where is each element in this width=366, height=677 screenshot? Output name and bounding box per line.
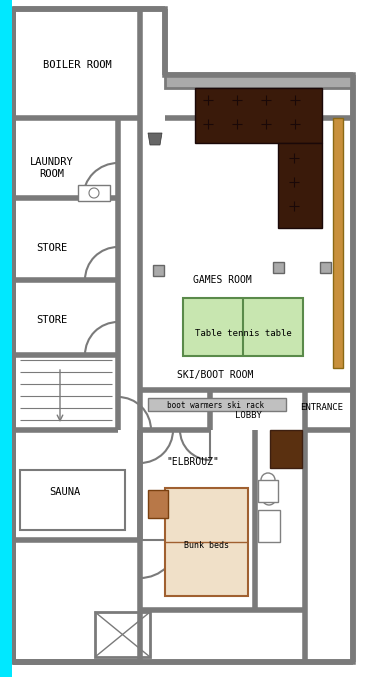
Bar: [270, 430, 302, 468]
Text: ENTRANCE: ENTRANCE: [300, 403, 344, 412]
Bar: [148, 490, 168, 518]
Text: STORE: STORE: [36, 315, 68, 325]
Bar: [20, 470, 125, 530]
Polygon shape: [13, 9, 353, 662]
Bar: [165, 488, 248, 596]
Bar: [258, 480, 278, 502]
Text: Bunk beds: Bunk beds: [183, 542, 228, 550]
Bar: [0, 0, 12, 677]
Text: SKI/BOOT ROOM: SKI/BOOT ROOM: [177, 370, 253, 380]
Bar: [95, 612, 150, 657]
Text: LOBBY: LOBBY: [235, 410, 261, 420]
Bar: [148, 398, 286, 411]
Text: LAUNDRY
ROOM: LAUNDRY ROOM: [30, 157, 74, 179]
Text: "ELBROUZ": "ELBROUZ": [167, 457, 220, 467]
Bar: [78, 185, 110, 201]
Text: SAUNA: SAUNA: [49, 487, 81, 497]
Bar: [320, 262, 331, 273]
Text: Table tennis table: Table tennis table: [195, 328, 291, 338]
Text: BOILER ROOM: BOILER ROOM: [42, 60, 111, 70]
Polygon shape: [148, 133, 162, 145]
Bar: [183, 298, 303, 356]
Bar: [273, 262, 284, 273]
Bar: [195, 88, 322, 143]
Bar: [153, 265, 164, 276]
Text: GAMES ROOM: GAMES ROOM: [193, 275, 251, 285]
Bar: [333, 118, 343, 368]
Bar: [278, 143, 322, 228]
Bar: [258, 510, 280, 542]
Text: STORE: STORE: [36, 243, 68, 253]
Text: boot warmers ski rack: boot warmers ski rack: [167, 401, 265, 410]
Bar: [0, 0, 12, 677]
Bar: [165, 75, 353, 88]
